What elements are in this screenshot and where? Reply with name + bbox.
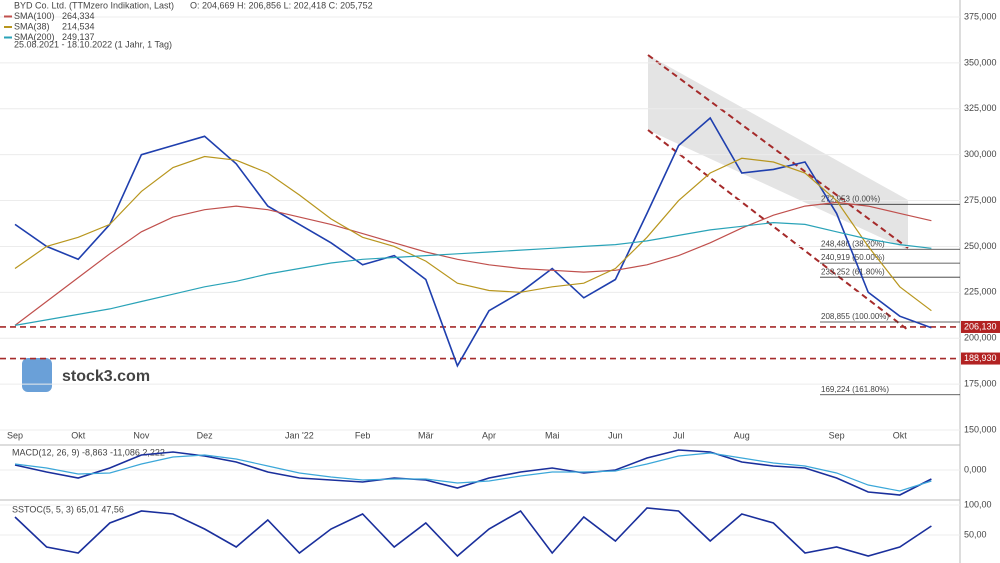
y-tick-label: 250,000 (964, 241, 997, 251)
panel-title: MACD(12, 26, 9) -8,863 -11,086 2,222 (12, 447, 165, 457)
series-line (14, 116, 932, 368)
x-tick-label: Jul (673, 430, 685, 440)
level-label: 188,930 (964, 353, 997, 363)
x-tick-label: Jun (608, 430, 623, 440)
y-tick-label: 225,000 (964, 287, 997, 297)
y-tick-label: 175,000 (964, 378, 997, 388)
ohlc: O: 204,669 H: 206,856 L: 202,418 C: 205,… (190, 0, 373, 10)
legend-label: SMA(38) (14, 21, 50, 31)
series-line (14, 452, 932, 492)
y-tick-label: 0,000 (964, 464, 987, 474)
fib-label: 208,855 (100.00%) (821, 312, 889, 321)
series-line (14, 507, 932, 558)
series-line (14, 201, 932, 326)
y-tick-label: 150,000 (964, 424, 997, 434)
y-tick-label: 375,000 (964, 11, 997, 21)
x-tick-label: Sep (7, 430, 23, 440)
y-tick-label: 300,000 (964, 149, 997, 159)
x-tick-label: Mär (418, 430, 434, 440)
series-line (14, 449, 932, 496)
legend-label: SMA(200) (14, 32, 55, 42)
series-line (14, 155, 932, 312)
y-tick-label: 350,000 (964, 57, 997, 67)
x-tick-label: Apr (482, 430, 496, 440)
level-marker (961, 352, 1000, 365)
watermark: stock3.com (62, 368, 150, 385)
x-tick-label: Okt (893, 430, 908, 440)
legend-value: 214,534 (62, 21, 95, 31)
panel-title: SSTOC(5, 5, 3) 65,01 47,56 (12, 504, 124, 514)
x-tick-label: Nov (133, 430, 150, 440)
level-marker (961, 320, 1000, 333)
x-tick-label: Aug (734, 430, 750, 440)
y-tick-label: 200,000 (964, 333, 997, 343)
y-tick-label: 100,00 (964, 499, 992, 509)
logo-icon (22, 358, 52, 392)
y-tick-label: 325,000 (964, 103, 997, 113)
legend-label: SMA(100) (14, 11, 55, 21)
fib-label: 248,486 (38.20%) (821, 239, 885, 248)
fib-label: 240,919 (50.00%) (821, 253, 885, 262)
fib-label: 169,224 (161.80%) (821, 385, 889, 394)
fib-label: 272,953 (0.00%) (821, 194, 880, 203)
x-tick-label: Jan '22 (285, 430, 314, 440)
legend-value: 249,137 (62, 32, 95, 42)
legend-value: 264,334 (62, 11, 95, 21)
period: 25.08.2021 - 18.10.2022 (1 Jahr, 1 Tag) (14, 39, 172, 49)
channel-line (647, 129, 909, 331)
chart-title: BYD Co. Ltd. (TTMzero Indikation, Last) (14, 0, 174, 10)
x-tick-label: Dez (197, 430, 214, 440)
y-tick-label: 50,00 (964, 529, 987, 539)
level-label: 206,130 (964, 321, 997, 331)
x-tick-label: Mai (545, 430, 560, 440)
y-tick-label: 275,000 (964, 195, 997, 205)
x-tick-label: Sep (829, 430, 845, 440)
fib-label: 233,252 (61.80%) (821, 267, 885, 276)
x-tick-label: Okt (71, 430, 86, 440)
channel-line (647, 54, 909, 249)
x-tick-label: Feb (355, 430, 371, 440)
series-line (14, 221, 932, 326)
